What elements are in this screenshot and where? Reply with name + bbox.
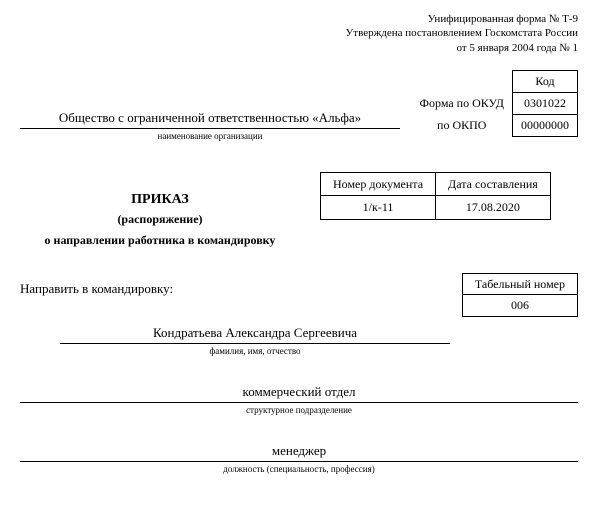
date-value: 17.08.2020 — [436, 196, 551, 220]
tab-table: Табельный номер 006 — [462, 273, 578, 317]
prikaz-sub: (распоряжение) — [20, 212, 300, 227]
prikaz-block: ПРИКАЗ (распоряжение) о направлении рабо… — [20, 172, 300, 248]
fio-value: Кондратьева Александра Сергеевича — [60, 325, 450, 344]
prikaz-title: ПРИКАЗ — [20, 192, 300, 208]
header-line-2: Утверждена постановлением Госкомстата Ро… — [20, 26, 578, 40]
header-line-3: от 5 января 2004 года № 1 — [20, 41, 578, 55]
num-header: Номер документа — [321, 172, 436, 195]
meta-table: Номер документа Дата составления 1/к-11 … — [320, 172, 551, 220]
job-block: менеджер должность (специальность, профе… — [20, 443, 578, 474]
okpo-label: по ОКПО — [412, 114, 513, 136]
dept-caption: структурное подразделение — [20, 405, 578, 415]
code-header: Код — [513, 70, 578, 92]
num-value: 1/к-11 — [321, 196, 436, 220]
job-value: менеджер — [20, 443, 578, 462]
doc-meta: ПРИКАЗ (распоряжение) о направлении рабо… — [20, 172, 578, 248]
tab-header: Табельный номер — [462, 273, 577, 294]
form-header: Унифицированная форма № Т-9 Утверждена п… — [20, 12, 578, 55]
org-caption: наименование организации — [20, 131, 400, 141]
send-row: Направить в командировку: Табельный номе… — [20, 273, 578, 317]
fio-block: Кондратьева Александра Сергеевича фамили… — [60, 325, 450, 356]
org-name: Общество с ограниченной ответственностью… — [20, 110, 400, 129]
dept-value: коммерческий отдел — [20, 384, 578, 403]
tab-value: 006 — [462, 295, 577, 317]
send-label: Направить в командировку: — [20, 273, 173, 297]
dept-block: коммерческий отдел структурное подраздел… — [20, 384, 578, 415]
fio-caption: фамилия, имя, отчество — [60, 346, 450, 356]
date-header: Дата составления — [436, 172, 551, 195]
okud-value: 0301022 — [513, 92, 578, 114]
okpo-value: 00000000 — [513, 114, 578, 136]
prikaz-text: о направлении работника в командировку — [20, 233, 300, 248]
okud-label: Форма по ОКУД — [412, 92, 513, 114]
job-caption: должность (специальность, профессия) — [20, 464, 578, 474]
header-line-1: Унифицированная форма № Т-9 — [20, 12, 578, 26]
code-block: Код Форма по ОКУД 0301022 по ОКПО 000000… — [412, 70, 578, 137]
